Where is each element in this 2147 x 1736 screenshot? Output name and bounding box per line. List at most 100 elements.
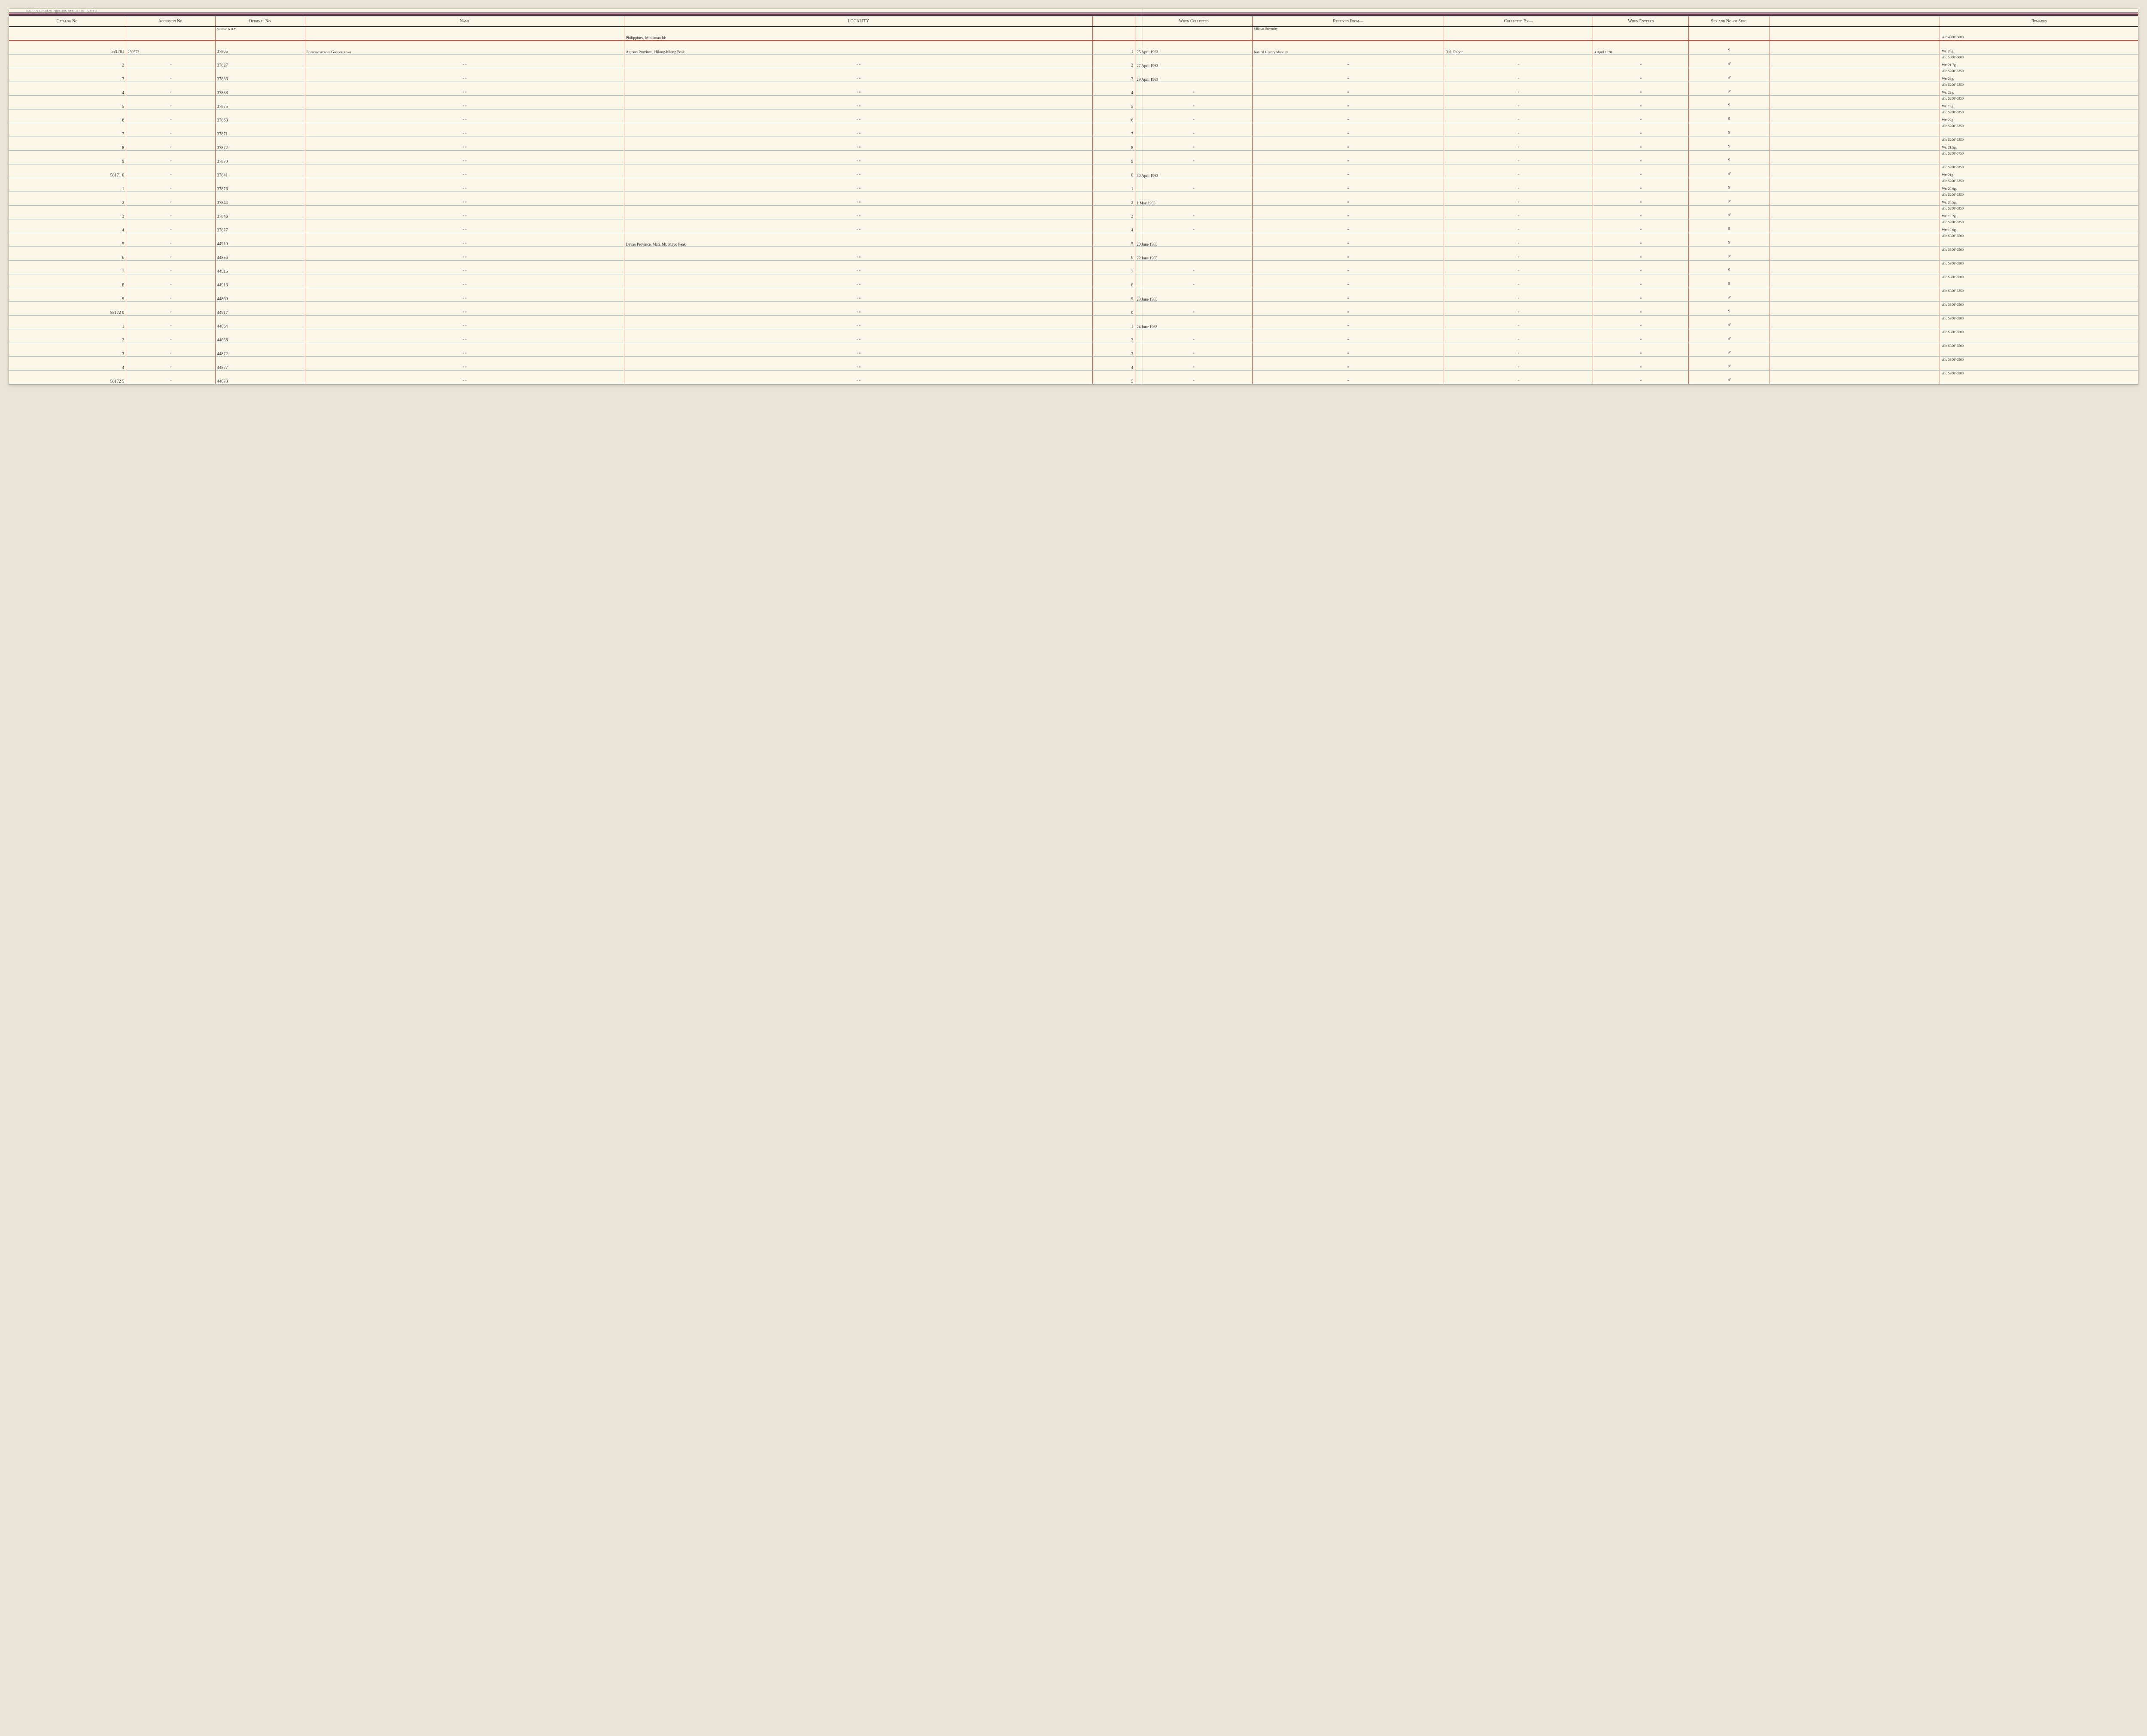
catalog-number: 2 [9, 192, 126, 205]
sex-symbol: ♀ [1689, 109, 1770, 123]
catalog-number: 1 [9, 315, 126, 329]
when-collected: 1 May 1963 [1135, 192, 1253, 205]
specimen-row: 9"44860" "" "923 June 1965"""♂Alt: 5300'… [9, 288, 2138, 301]
species-name: " " [305, 178, 624, 192]
received-from: " [1252, 95, 1444, 109]
when-entered: " [1593, 274, 1689, 288]
specimen-row: 3"44872" "" "3""""♂Alt: 5300'-6500' [9, 343, 2138, 356]
altitude-remark: Alt: 5300'-6500' [1942, 248, 1964, 252]
specimen-row: 2"44866" "" "2""""♂Alt: 5300'-6500' [9, 329, 2138, 343]
accession-number: " [126, 178, 216, 192]
header-when-entered: When Entered [1593, 16, 1689, 27]
specimen-row: 6"44856" "" "622 June 1965"""♂Alt: 5300'… [9, 246, 2138, 260]
catalog-number: 8 [9, 274, 126, 288]
remarks: Alt: 5300'-6500' [1940, 274, 2138, 288]
altitude-remark: Alt: 5200'-6350' [1942, 207, 1964, 210]
blank-cell [1770, 301, 1940, 315]
altitude-remark: Alt: 5300'-6500' [1942, 316, 1964, 320]
when-collected: " [1135, 123, 1253, 137]
original-number: 37870 [216, 150, 305, 164]
specimen-row: 4"37838" "" "4""""♂Alt: 5200'-6350'Wt: 2… [9, 82, 2138, 95]
row-index: 5 [1093, 233, 1135, 246]
catalog-number: 5 [9, 95, 126, 109]
specimen-row: 7"44915" "" "7""""♀Alt: 5300'-6500' [9, 260, 2138, 274]
weight-remark: Wt: 20.6g. [1942, 187, 1956, 191]
locality: " " [624, 205, 1093, 219]
row-index: 7 [1093, 260, 1135, 274]
catalog-number: 9 [9, 288, 126, 301]
altitude-remark: Alt: 5200'-6750' [1942, 152, 1964, 155]
collected-by: " [1444, 123, 1593, 137]
when-entered: " [1593, 233, 1689, 246]
catalog-number: 2 [9, 329, 126, 343]
collected-by: " [1444, 137, 1593, 150]
collected-by: D.S. Rabor [1444, 40, 1593, 54]
original-number: 37836 [216, 68, 305, 82]
locality: " " [624, 82, 1093, 95]
sex-symbol: ♀ [1689, 95, 1770, 109]
accession-number: " [126, 95, 216, 109]
original-number: 44915 [216, 260, 305, 274]
collected-by: " [1444, 260, 1593, 274]
species-name: " " [305, 82, 624, 95]
collected-by: " [1444, 205, 1593, 219]
weight-remark: Wt: 24g. [1942, 77, 1954, 81]
when-collected: " [1135, 150, 1253, 164]
sex-symbol: ♀ [1689, 123, 1770, 137]
received-from: " [1252, 150, 1444, 164]
locality: " " [624, 315, 1093, 329]
received-from: " [1252, 123, 1444, 137]
when-collected: " [1135, 260, 1253, 274]
blank-cell [1770, 219, 1940, 233]
blank-cell [1770, 260, 1940, 274]
locality: " " [624, 343, 1093, 356]
species-name: " " [305, 164, 624, 178]
accession-number: " [126, 301, 216, 315]
altitude-remark: Alt: 5200'-6350' [1942, 69, 1964, 73]
row-index: 0 [1093, 301, 1135, 315]
altitude-remark: Alt: 5200'-6350' [1942, 220, 1964, 224]
row-index: 2 [1093, 192, 1135, 205]
header-row: Catalog No. Accession No. Original No. N… [9, 16, 2138, 27]
accession-number: " [126, 137, 216, 150]
sex-symbol: ♀ [1689, 219, 1770, 233]
header-accession: Accession No. [126, 16, 216, 27]
catalog-number: 3 [9, 68, 126, 82]
sex-symbol: ♂ [1689, 192, 1770, 205]
blank-cell [1770, 109, 1940, 123]
collected-by: " [1444, 54, 1593, 68]
sex-symbol: ♀ [1689, 178, 1770, 192]
blank-cell [1770, 205, 1940, 219]
species-name: " " [305, 233, 624, 246]
species-name: Lophozosterops Goodfellowi [305, 40, 624, 54]
locality: " " [624, 260, 1093, 274]
blank-cell [1770, 274, 1940, 288]
specimen-row: 58172 5"44878" "" "5""""♂Alt: 5300'-6500… [9, 370, 2138, 384]
when-collected: " [1135, 109, 1253, 123]
accession-number: " [126, 109, 216, 123]
row-index: 1 [1093, 40, 1135, 54]
when-collected: 30 April 1963 [1135, 164, 1253, 178]
locality: " " [624, 288, 1093, 301]
weight-remark: Wt: 22g. [1942, 91, 1954, 94]
catalog-number: 58171 0 [9, 164, 126, 178]
remarks: Alt: 5200'-6750' [1940, 150, 2138, 164]
when-collected: " [1135, 205, 1253, 219]
blank-cell [1770, 329, 1940, 343]
received-from: " [1252, 370, 1444, 384]
sex-symbol: ♂ [1689, 82, 1770, 95]
specimen-row: 3"37846" "" "3""""♂Alt: 5200'-6350'Wt: 1… [9, 205, 2138, 219]
locality: Agusan Province, Hilong-hilong Peak [624, 40, 1093, 54]
when-collected: 25 April 1963 [1135, 40, 1253, 54]
when-entered: " [1593, 137, 1689, 150]
original-number: 37865 [216, 40, 305, 54]
collected-by: " [1444, 219, 1593, 233]
altitude-remark: Alt: 5200'-6350' [1942, 97, 1964, 100]
blank-cell [1770, 178, 1940, 192]
specimen-row: 4"44877" "" "4""""♂Alt: 5300'-6500' [9, 356, 2138, 370]
locality: " " [624, 274, 1093, 288]
locality: " " [624, 54, 1093, 68]
remarks: Alt: 5200'-6350'Wt: 19.6g. [1940, 219, 2138, 233]
when-entered: " [1593, 356, 1689, 370]
row-index: 5 [1093, 370, 1135, 384]
